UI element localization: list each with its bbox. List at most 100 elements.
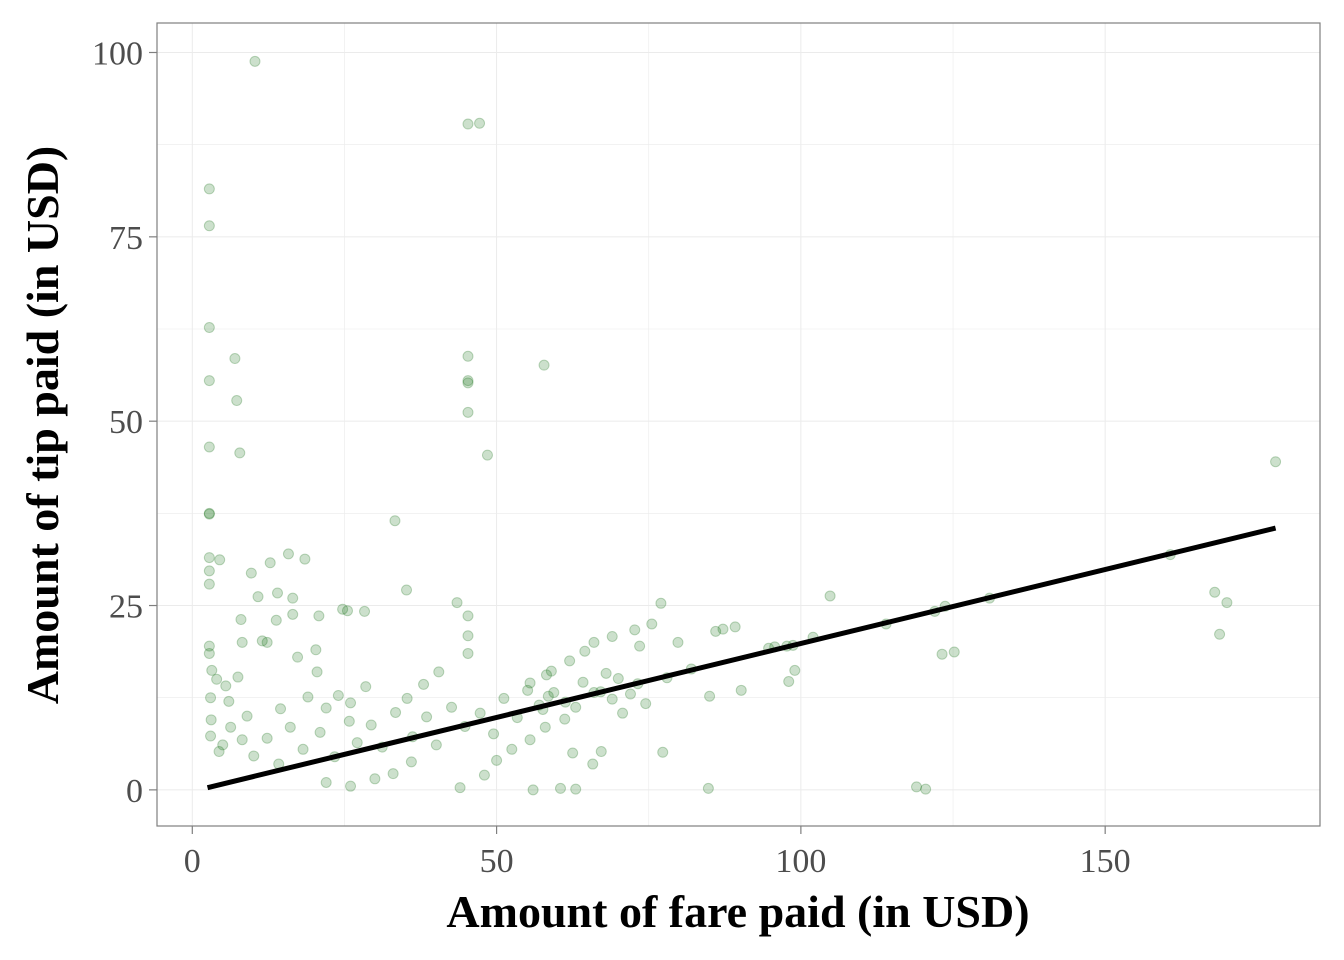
x-tick-label: 100 (775, 843, 826, 880)
data-point (390, 706, 402, 718)
data-point (256, 635, 268, 647)
data-point (1221, 597, 1233, 609)
trend-line-group (206, 525, 1277, 791)
data-point (320, 702, 332, 714)
data-point (600, 667, 612, 679)
data-point (203, 375, 215, 387)
data-point (282, 548, 294, 560)
data-point (302, 691, 314, 703)
data-point (231, 395, 243, 407)
data-point (655, 597, 667, 609)
data-point (789, 664, 801, 676)
x-axis-title: Amount of fare paid (in USD) (446, 886, 1029, 937)
data-point (332, 689, 344, 701)
data-point (287, 592, 299, 604)
data-point (249, 55, 261, 67)
y-axis-title: Amount of tip paid (in USD) (17, 146, 68, 705)
data-point (629, 624, 641, 636)
data-point (203, 578, 215, 590)
data-point (617, 707, 629, 719)
data-point (418, 678, 430, 690)
data-point (272, 587, 283, 599)
data-point (203, 322, 215, 334)
data-point (559, 713, 571, 725)
trend-line (206, 525, 1277, 791)
y-tick-label: 25 (109, 589, 143, 626)
data-point (217, 739, 229, 751)
data-point (657, 746, 669, 758)
data-point (264, 557, 276, 569)
data-point (220, 680, 232, 692)
data-point (462, 118, 474, 130)
data-point (488, 728, 500, 740)
data-point (646, 618, 658, 630)
data-point (203, 441, 215, 453)
y-tick-label: 50 (109, 404, 143, 441)
data-point (540, 669, 552, 681)
data-point (462, 377, 474, 389)
data-point (252, 591, 264, 603)
data-point (421, 711, 433, 723)
data-point (462, 406, 474, 418)
x-tick-label: 0 (184, 843, 201, 880)
data-point (203, 508, 215, 520)
data-point (369, 773, 381, 785)
data-point (261, 732, 273, 744)
data-point (270, 614, 282, 626)
data-point (498, 692, 510, 704)
data-point (345, 780, 357, 792)
data-point (248, 750, 260, 762)
data-point (203, 552, 215, 564)
data-point (735, 684, 747, 696)
data-point (314, 726, 326, 738)
data-point (454, 782, 466, 794)
data-point (234, 447, 246, 459)
data-point (606, 630, 618, 642)
data-point (261, 636, 273, 648)
data-point (783, 675, 795, 687)
data-point (729, 621, 741, 633)
data-point (542, 690, 554, 702)
data-point (588, 636, 600, 648)
data-point (203, 565, 215, 577)
data-point (365, 719, 377, 731)
data-point (225, 721, 237, 733)
data-point (1214, 628, 1226, 640)
data-point (478, 769, 490, 781)
data-point (672, 636, 684, 648)
data-point (474, 707, 486, 719)
data-point (389, 515, 401, 527)
data-point (241, 710, 253, 722)
data-point (539, 721, 551, 733)
y-tick-label: 0 (126, 773, 143, 810)
data-point (702, 782, 714, 794)
data-point (229, 353, 241, 365)
data-point (462, 375, 474, 387)
data-point (236, 636, 248, 648)
data-point (936, 648, 948, 660)
data-point (299, 553, 311, 565)
data-point (717, 623, 729, 635)
data-point (223, 695, 235, 707)
data-point (524, 677, 536, 689)
data-point (245, 567, 257, 579)
data-point (275, 703, 287, 715)
data-point (401, 584, 413, 596)
data-point (203, 640, 215, 652)
data-point (587, 758, 599, 770)
data-point (579, 645, 591, 657)
data-point (506, 743, 518, 755)
data-point (567, 747, 579, 759)
data-point (345, 697, 357, 709)
data-point (203, 220, 215, 232)
data-point (491, 754, 503, 766)
axes: 0 50 100 150 0 25 50 75 100 (92, 35, 1131, 880)
data-point (564, 655, 576, 667)
data-point (545, 665, 557, 677)
data-point (595, 746, 607, 758)
data-point (920, 783, 932, 795)
data-point (430, 739, 442, 751)
data-point (211, 673, 223, 685)
data-point (232, 671, 244, 683)
data-point (522, 684, 534, 696)
